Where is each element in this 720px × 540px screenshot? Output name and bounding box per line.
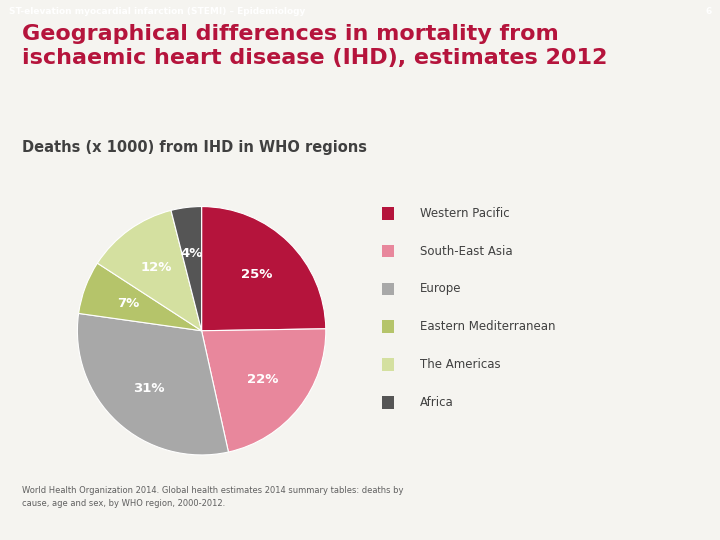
FancyBboxPatch shape (382, 320, 394, 333)
Text: 22%: 22% (247, 373, 279, 386)
FancyBboxPatch shape (382, 358, 394, 371)
Wedge shape (202, 207, 325, 330)
Text: Western Pacific: Western Pacific (420, 207, 509, 220)
Text: South-East Asia: South-East Asia (420, 245, 512, 258)
Text: Eastern Mediterranean: Eastern Mediterranean (420, 320, 555, 333)
FancyBboxPatch shape (382, 207, 394, 220)
Text: Europe: Europe (420, 282, 461, 295)
Text: 6: 6 (705, 8, 711, 16)
Text: World Health Organization 2014. Global health estimates 2014 summary tables: dea: World Health Organization 2014. Global h… (22, 486, 403, 508)
Text: The Americas: The Americas (420, 358, 500, 371)
Wedge shape (78, 313, 228, 455)
Text: 7%: 7% (117, 297, 140, 310)
Text: Africa: Africa (420, 396, 454, 409)
Wedge shape (97, 211, 202, 330)
Text: 12%: 12% (140, 261, 171, 274)
Wedge shape (202, 329, 325, 452)
Text: 31%: 31% (132, 382, 164, 395)
Text: 4%: 4% (181, 247, 203, 260)
Wedge shape (171, 207, 202, 330)
FancyBboxPatch shape (382, 282, 394, 295)
Text: Geographical differences in mortality from
ischaemic heart disease (IHD), estima: Geographical differences in mortality fr… (22, 24, 607, 68)
Text: ST-elevation myocardial infarction (STEMI) – Epidemiology: ST-elevation myocardial infarction (STEM… (9, 8, 305, 16)
Wedge shape (78, 263, 202, 330)
FancyBboxPatch shape (382, 396, 394, 409)
Text: Deaths (x 1000) from IHD in WHO regions: Deaths (x 1000) from IHD in WHO regions (22, 140, 366, 156)
FancyBboxPatch shape (382, 245, 394, 258)
Text: 25%: 25% (240, 268, 272, 281)
